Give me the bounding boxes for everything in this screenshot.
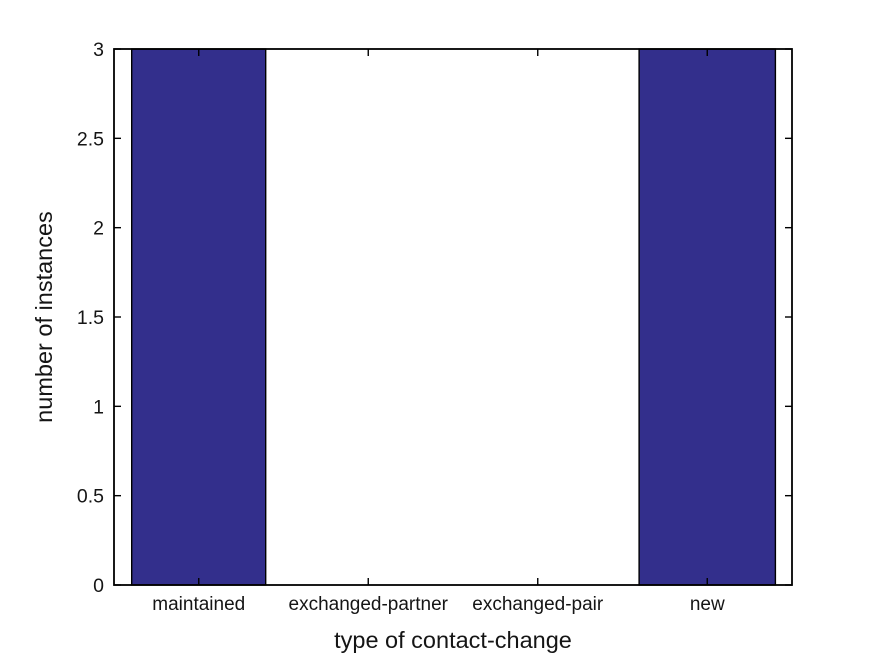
svg-text:1.5: 1.5 (77, 307, 104, 329)
svg-text:number of instances: number of instances (31, 211, 57, 423)
svg-text:exchanged-partner: exchanged-partner (289, 594, 449, 615)
svg-text:type of contact-change: type of contact-change (334, 627, 572, 653)
svg-text:exchanged-pair: exchanged-pair (472, 594, 604, 615)
svg-text:0.5: 0.5 (77, 486, 104, 508)
svg-text:3: 3 (93, 39, 104, 61)
svg-text:new: new (690, 594, 725, 615)
svg-text:0: 0 (93, 575, 104, 597)
svg-text:2: 2 (93, 218, 104, 240)
svg-text:2.5: 2.5 (77, 128, 104, 150)
svg-text:maintained: maintained (152, 594, 245, 615)
svg-text:1: 1 (93, 396, 104, 418)
